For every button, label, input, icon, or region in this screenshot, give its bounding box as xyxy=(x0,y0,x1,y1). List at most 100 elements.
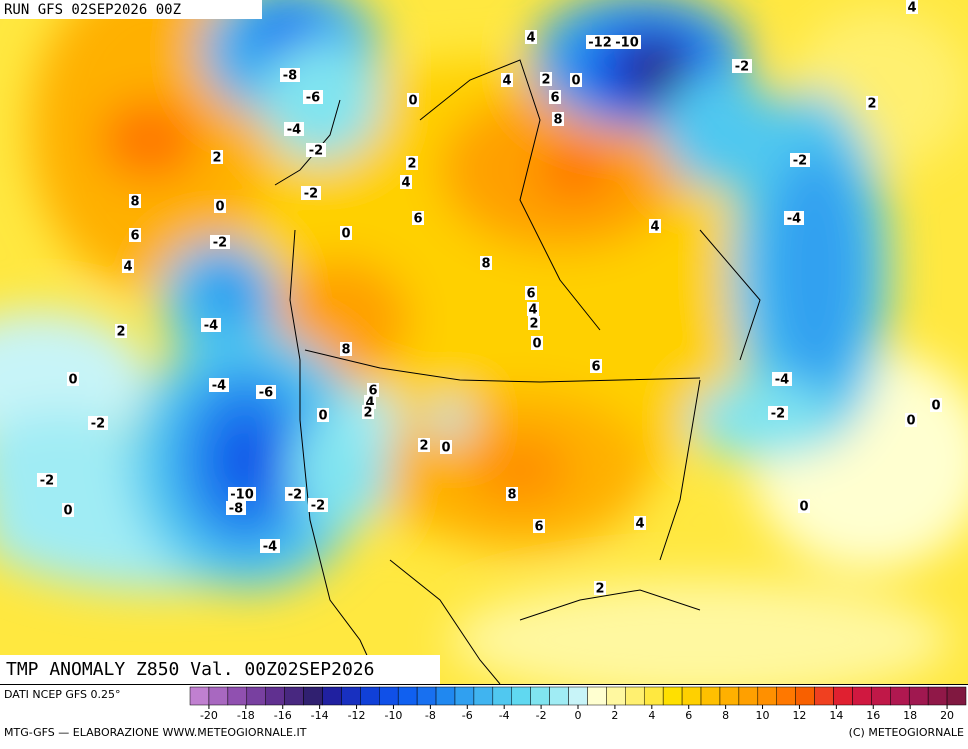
colorbar-swatch xyxy=(208,686,229,706)
contour-label-bg xyxy=(906,0,918,14)
contour-label-bg xyxy=(594,581,606,595)
contour-label: 6 xyxy=(413,212,422,227)
colorbar-tick-label: 12 xyxy=(792,709,806,722)
contour-label: -12 xyxy=(588,36,612,51)
colorbar-swatch xyxy=(795,686,815,706)
contour-label: -2 xyxy=(309,144,323,159)
colorbar-tick-label: 4 xyxy=(648,709,655,722)
colorbar-tick-label: -20 xyxy=(200,709,218,722)
contour-label: -2 xyxy=(91,417,105,432)
colorbar-swatch xyxy=(473,686,494,706)
contour-label: 4 xyxy=(907,1,916,16)
colorbar-swatch xyxy=(890,686,910,706)
anomaly-blob xyxy=(450,580,950,684)
contour-label: 4 xyxy=(502,74,511,89)
contour-label: 2 xyxy=(407,157,416,172)
contour-label-bg xyxy=(905,413,917,427)
colorbar-tick-label: 18 xyxy=(903,709,917,722)
contour-label-bg xyxy=(590,359,602,373)
colorbar-swatch xyxy=(871,686,891,706)
contour-label: 0 xyxy=(63,504,72,519)
contour-label: 4 xyxy=(635,517,644,532)
contour-label-bg xyxy=(62,503,74,517)
contour-label-bg xyxy=(613,35,641,49)
contour-label-bg xyxy=(115,324,127,338)
colorbar-tick-label: -18 xyxy=(237,709,255,722)
contour-label-bg xyxy=(798,499,810,513)
contour-label: -2 xyxy=(304,187,318,202)
contour-label-bg xyxy=(201,318,221,332)
colorbar-swatch xyxy=(946,686,967,706)
contour-label-bg xyxy=(211,150,223,164)
contour-label: -4 xyxy=(287,123,301,138)
contour-label: -2 xyxy=(40,474,54,489)
colorbar-swatch xyxy=(662,686,683,706)
contour-label: -2 xyxy=(311,499,325,514)
colorbar-swatch xyxy=(814,686,834,706)
colorbar-tick-label: 10 xyxy=(756,709,770,722)
contour-label-bg xyxy=(525,30,537,44)
colorbar-swatch xyxy=(643,686,664,706)
colorbar-swatch xyxy=(265,686,285,706)
contour-label-bg xyxy=(527,302,539,316)
colorbar-swatch xyxy=(757,686,777,706)
contour-label-bg xyxy=(400,175,412,189)
contour-label: 4 xyxy=(365,396,374,411)
run-label: RUN GFS 02SEP2026 00Z xyxy=(4,2,181,18)
contour-label-bg xyxy=(214,199,226,213)
contour-label-bg xyxy=(525,286,537,300)
contour-label-bg xyxy=(306,143,326,157)
colorbar-tick-label: -4 xyxy=(499,709,510,722)
colorbar-swatch xyxy=(435,686,456,706)
contour-label: 4 xyxy=(401,176,410,191)
map-title: TMP ANOMALY Z850 Val. 00Z02SEP2026 xyxy=(6,659,374,680)
contour-label: 0 xyxy=(318,409,327,424)
contour-label: -8 xyxy=(229,502,243,517)
contour-label: 2 xyxy=(595,582,604,597)
contour-label-bg xyxy=(362,405,374,419)
contour-label-bg xyxy=(228,487,256,501)
contour-label: -2 xyxy=(793,154,807,169)
anomaly-blob xyxy=(765,150,865,390)
contour-label-bg xyxy=(531,336,543,350)
contour-label: 0 xyxy=(571,74,580,89)
contour-label: 4 xyxy=(650,220,659,235)
colorbar-tick-label: -16 xyxy=(274,709,292,722)
colorbar-swatch xyxy=(341,686,361,706)
contour-label-bg xyxy=(440,440,452,454)
contour-label: 6 xyxy=(526,287,535,302)
contour-label: 0 xyxy=(532,337,541,352)
colorbar-tick-label: 0 xyxy=(575,709,582,722)
anomaly-blob xyxy=(430,400,470,440)
colorbar-tick-label: 2 xyxy=(611,709,618,722)
contour-label: 8 xyxy=(553,113,562,128)
contour-label-bg xyxy=(412,211,424,225)
colorbar-swatch xyxy=(397,686,418,706)
contour-label-bg xyxy=(784,211,804,225)
anomaly-blob xyxy=(690,380,830,460)
colorbar-tick-label: 16 xyxy=(866,709,880,722)
contour-label: 8 xyxy=(130,195,139,210)
colorbar-tick-label: 8 xyxy=(722,709,729,722)
contour-label: -2 xyxy=(288,488,302,503)
contour-label: 4 xyxy=(123,260,132,275)
contour-label-bg xyxy=(226,501,246,515)
contour-label-bg xyxy=(501,73,513,87)
contour-label: 2 xyxy=(529,317,538,332)
colorbar-swatch xyxy=(568,686,588,706)
contour-label: -10 xyxy=(615,36,639,51)
contour-label: -2 xyxy=(771,407,785,422)
colorbar-swatch xyxy=(833,686,853,706)
colorbar-swatch xyxy=(908,686,929,706)
contour-label-bg xyxy=(732,59,752,73)
footer-left: MTG-GFS — ELABORAZIONE WWW.METEOGIORNALE… xyxy=(4,726,307,739)
colorbar-tick-label: 6 xyxy=(685,709,692,722)
contour-label: 0 xyxy=(931,399,940,414)
contour-label-bg xyxy=(418,438,430,452)
contour-label: -4 xyxy=(212,379,226,394)
contour-label: 0 xyxy=(341,227,350,242)
colorbar-swatch xyxy=(681,686,702,706)
contour-label-bg xyxy=(308,498,328,512)
contour-label-bg xyxy=(210,235,230,249)
colorbar-swatch xyxy=(303,686,323,706)
